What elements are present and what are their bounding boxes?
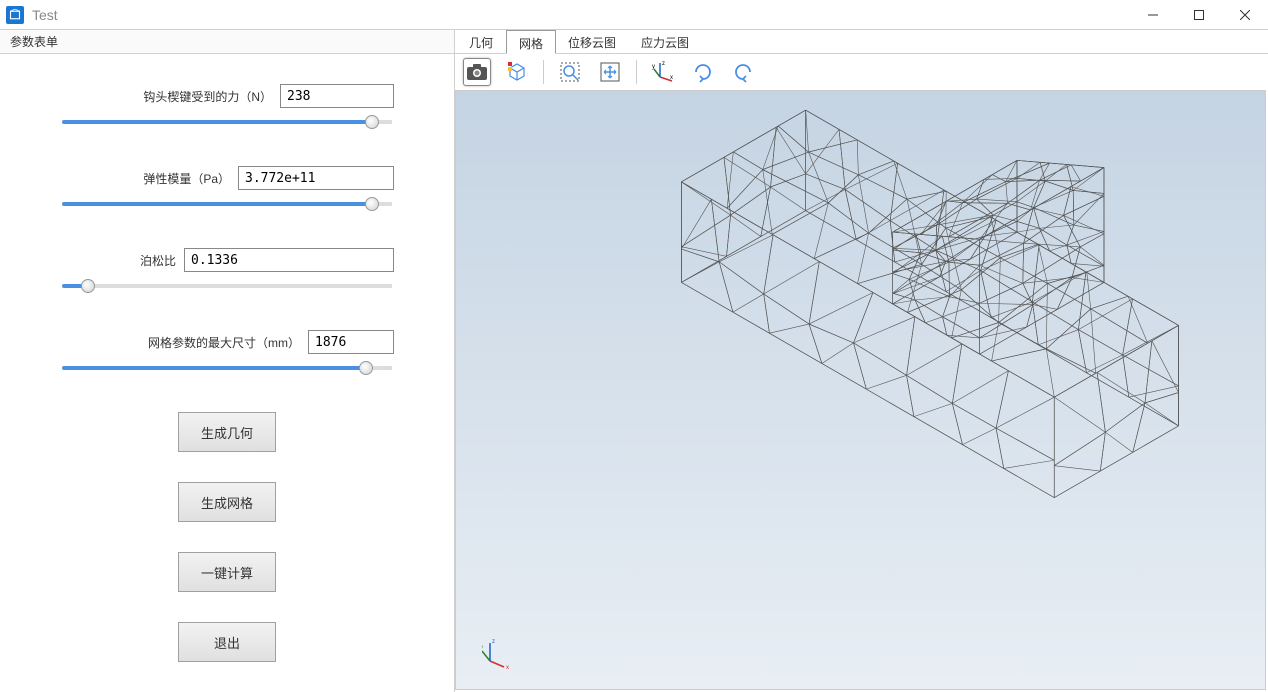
maximize-button[interactable] [1176,0,1222,30]
svg-text:x: x [670,75,673,81]
close-button[interactable] [1222,0,1268,30]
window-title: Test [32,7,58,23]
axis-gizmo-icon: x y z [482,639,512,669]
param-slider-3[interactable] [62,360,392,376]
param-input-0[interactable] [280,84,394,108]
generate-geometry-button[interactable]: 生成几何 [178,412,276,452]
content-area: 几何网格位移云图应力云图 x y z x y z [455,30,1268,692]
param-input-1[interactable] [238,166,394,190]
param-label-3: 网格参数的最大尺寸（mm） [148,334,300,351]
app-icon [6,6,24,24]
param-1: 弹性模量（Pa） [60,166,394,212]
param-label-0: 钩头楔键受到的力（N） [143,88,272,105]
svg-text:z: z [492,639,495,645]
svg-text:y: y [652,64,655,70]
rotate-cw-icon[interactable] [689,58,717,86]
param-2: 泊松比 [60,248,394,294]
svg-text:z: z [662,61,665,67]
camera-icon[interactable] [463,58,491,86]
param-slider-0[interactable] [62,114,392,130]
window-controls [1130,0,1268,30]
toolbar-separator [636,60,637,84]
parameters-panel: 参数表单 钩头楔键受到的力（N） 弹性模量（Pa） 泊松比 [0,30,455,692]
viewport-3d[interactable]: x y z [455,90,1266,690]
minimize-button[interactable] [1130,0,1176,30]
mesh-render [456,91,1265,689]
param-label-2: 泊松比 [140,252,176,269]
param-3: 网格参数的最大尺寸（mm） [60,330,394,376]
param-label-1: 弹性模量（Pa） [143,170,230,187]
tab-mesh[interactable]: 网格 [506,30,556,54]
param-slider-2[interactable] [62,278,392,294]
exit-button[interactable]: 退出 [178,622,276,662]
viewport-toolbar: x y z [455,54,1268,90]
param-input-3[interactable] [308,330,394,354]
param-0: 钩头楔键受到的力（N） [60,84,394,130]
axis-icon[interactable]: x y z [649,58,677,86]
pan-icon[interactable] [596,58,624,86]
panel-header: 参数表单 [0,30,454,54]
param-slider-1[interactable] [62,196,392,212]
svg-text:x: x [506,665,509,669]
zoom-window-icon[interactable] [556,58,584,86]
tab-displacement[interactable]: 位移云图 [556,30,629,53]
tab-stress[interactable]: 应力云图 [629,30,702,53]
titlebar: Test [0,0,1268,30]
toolbar-separator [543,60,544,84]
tabs: 几何网格位移云图应力云图 [455,30,1268,54]
rotate-ccw-icon[interactable] [729,58,757,86]
cube-view-icon[interactable] [503,58,531,86]
svg-text:y: y [482,645,483,651]
param-input-2[interactable] [184,248,394,272]
tab-geometry[interactable]: 几何 [457,30,506,53]
generate-mesh-button[interactable]: 生成网格 [178,482,276,522]
one-click-compute-button[interactable]: 一键计算 [178,552,276,592]
